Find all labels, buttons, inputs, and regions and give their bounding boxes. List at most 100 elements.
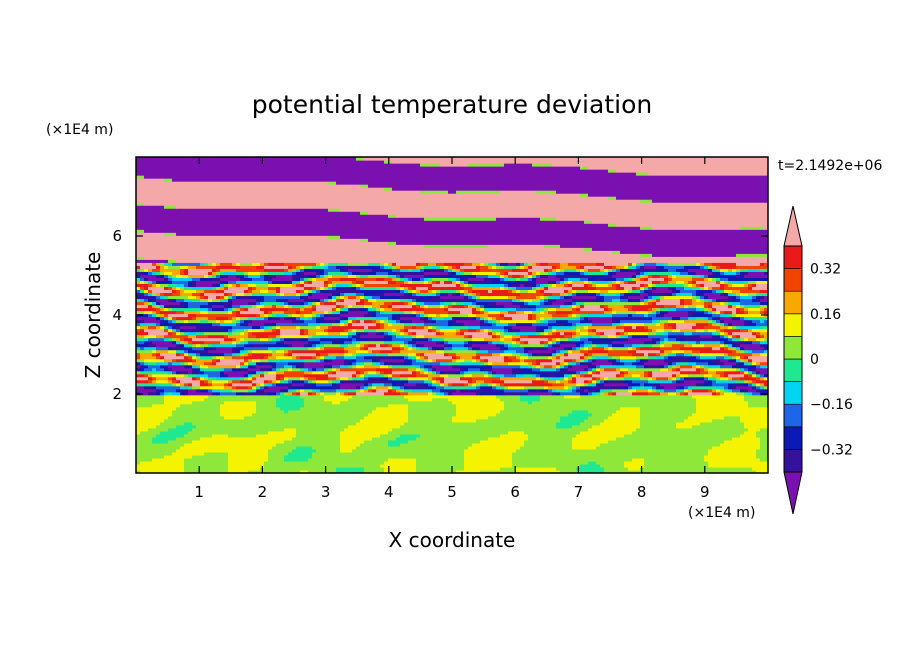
- heatmap-cell: [620, 283, 641, 288]
- heatmap-cell: [152, 457, 185, 462]
- heatmap-cell: [164, 418, 361, 423]
- heatmap-cell: [292, 316, 297, 321]
- heatmap-cell: [168, 316, 173, 321]
- heatmap-cell: [484, 304, 493, 309]
- heatmap-cell: [544, 376, 549, 381]
- heatmap-cell: [284, 310, 297, 315]
- heatmap-cell: [552, 340, 557, 345]
- heatmap-cell: [384, 301, 393, 306]
- heatmap-cell: [264, 370, 269, 375]
- heatmap-cell: [192, 439, 285, 444]
- heatmap-cell: [444, 301, 453, 306]
- heatmap-cell: [136, 367, 145, 372]
- heatmap-cell: [644, 358, 649, 363]
- heatmap-cell: [292, 367, 301, 372]
- heatmap-cell: [648, 370, 653, 375]
- heatmap-cell: [472, 343, 497, 348]
- heatmap-cell: [500, 319, 537, 324]
- heatmap-cell: [136, 280, 141, 284]
- heatmap-cell: [340, 292, 345, 297]
- heatmap-cell: [692, 385, 717, 390]
- heatmap-cell: [352, 337, 357, 342]
- heatmap-cell: [476, 295, 481, 300]
- heatmap-cell: [536, 376, 541, 381]
- heatmap-cell: [208, 298, 213, 303]
- heatmap-cell: [460, 274, 477, 278]
- heatmap-cell: [612, 316, 645, 321]
- heatmap-cell: [464, 271, 473, 275]
- heatmap-cell: [368, 385, 373, 390]
- heatmap-cell: [148, 301, 153, 306]
- heatmap-cell: [200, 343, 209, 348]
- heatmap-cell: [344, 427, 393, 432]
- heatmap-cell: [588, 352, 593, 357]
- heatmap-cell: [576, 376, 593, 381]
- heatmap-cell: [404, 277, 409, 281]
- heatmap-cell: [464, 466, 501, 471]
- heatmap-cell: [328, 352, 345, 357]
- heatmap-cell: [596, 280, 609, 284]
- heatmap-cell: [604, 376, 609, 381]
- heatmap-cell: [396, 277, 401, 281]
- heatmap-cell: [540, 289, 545, 294]
- heatmap-cell: [412, 268, 421, 272]
- heatmap-cell: [248, 388, 253, 393]
- heatmap-cell: [708, 370, 717, 375]
- heatmap-cell: [568, 304, 573, 309]
- heatmap-cell: [384, 334, 389, 339]
- heatmap-cell: [564, 283, 569, 288]
- heatmap-cell: [480, 316, 485, 321]
- heatmap-cell: [512, 352, 521, 357]
- x-tick-label: 3: [321, 483, 331, 501]
- heatmap-cell: [300, 376, 305, 381]
- heatmap-cell: [440, 337, 445, 342]
- heatmap-cell: [248, 328, 265, 333]
- heatmap-cell: [460, 364, 493, 369]
- heatmap-cell: [548, 328, 553, 333]
- heatmap-cell: [448, 265, 453, 269]
- heatmap-cell: [668, 280, 677, 284]
- heatmap-cell: [732, 322, 745, 327]
- heatmap-cell: [348, 376, 353, 381]
- heatmap-cell: [272, 277, 293, 281]
- heatmap-cell: [432, 376, 437, 381]
- heatmap-cell: [268, 310, 273, 315]
- heatmap-cell: [736, 265, 768, 269]
- heatmap-cell: [704, 265, 709, 269]
- heatmap-cell: [376, 310, 381, 315]
- heatmap-cell: [712, 331, 717, 336]
- heatmap-cell: [168, 298, 173, 303]
- heatmap-cell: [484, 379, 493, 384]
- heatmap-cell: [380, 310, 385, 315]
- heatmap-cell: [568, 319, 581, 324]
- heatmap-cell: [656, 385, 661, 390]
- heatmap-cell: [328, 271, 345, 275]
- heatmap-cell: [712, 268, 717, 272]
- heatmap-cell: [656, 307, 661, 312]
- heatmap-cell: [672, 361, 677, 366]
- heatmap-cell: [756, 298, 761, 303]
- heatmap-cell: [740, 370, 745, 375]
- heatmap-cell: [168, 346, 173, 351]
- heatmap-cell: [376, 370, 381, 375]
- heatmap-cell: [676, 268, 685, 272]
- heatmap-cell: [492, 385, 497, 390]
- heatmap-cell: [180, 385, 189, 390]
- heatmap-cell: [488, 361, 493, 366]
- heatmap-cell: [536, 319, 541, 324]
- heatmap-cell: [528, 289, 537, 294]
- heatmap-cell: [524, 283, 533, 288]
- heatmap-cell: [604, 391, 609, 396]
- heatmap-cell: [748, 367, 753, 372]
- heatmap-cell: [648, 292, 669, 297]
- heatmap-cell: [432, 277, 449, 281]
- heatmap-cell: [248, 469, 301, 473]
- heatmap-cell: [236, 391, 245, 396]
- heatmap-cell: [732, 355, 737, 360]
- heatmap-cell: [432, 346, 445, 351]
- heatmap-cell: [328, 235, 341, 239]
- heatmap-cell: [752, 295, 757, 300]
- heatmap-cell: [588, 268, 601, 272]
- heatmap-cell: [556, 322, 565, 327]
- heatmap-cell: [232, 388, 249, 393]
